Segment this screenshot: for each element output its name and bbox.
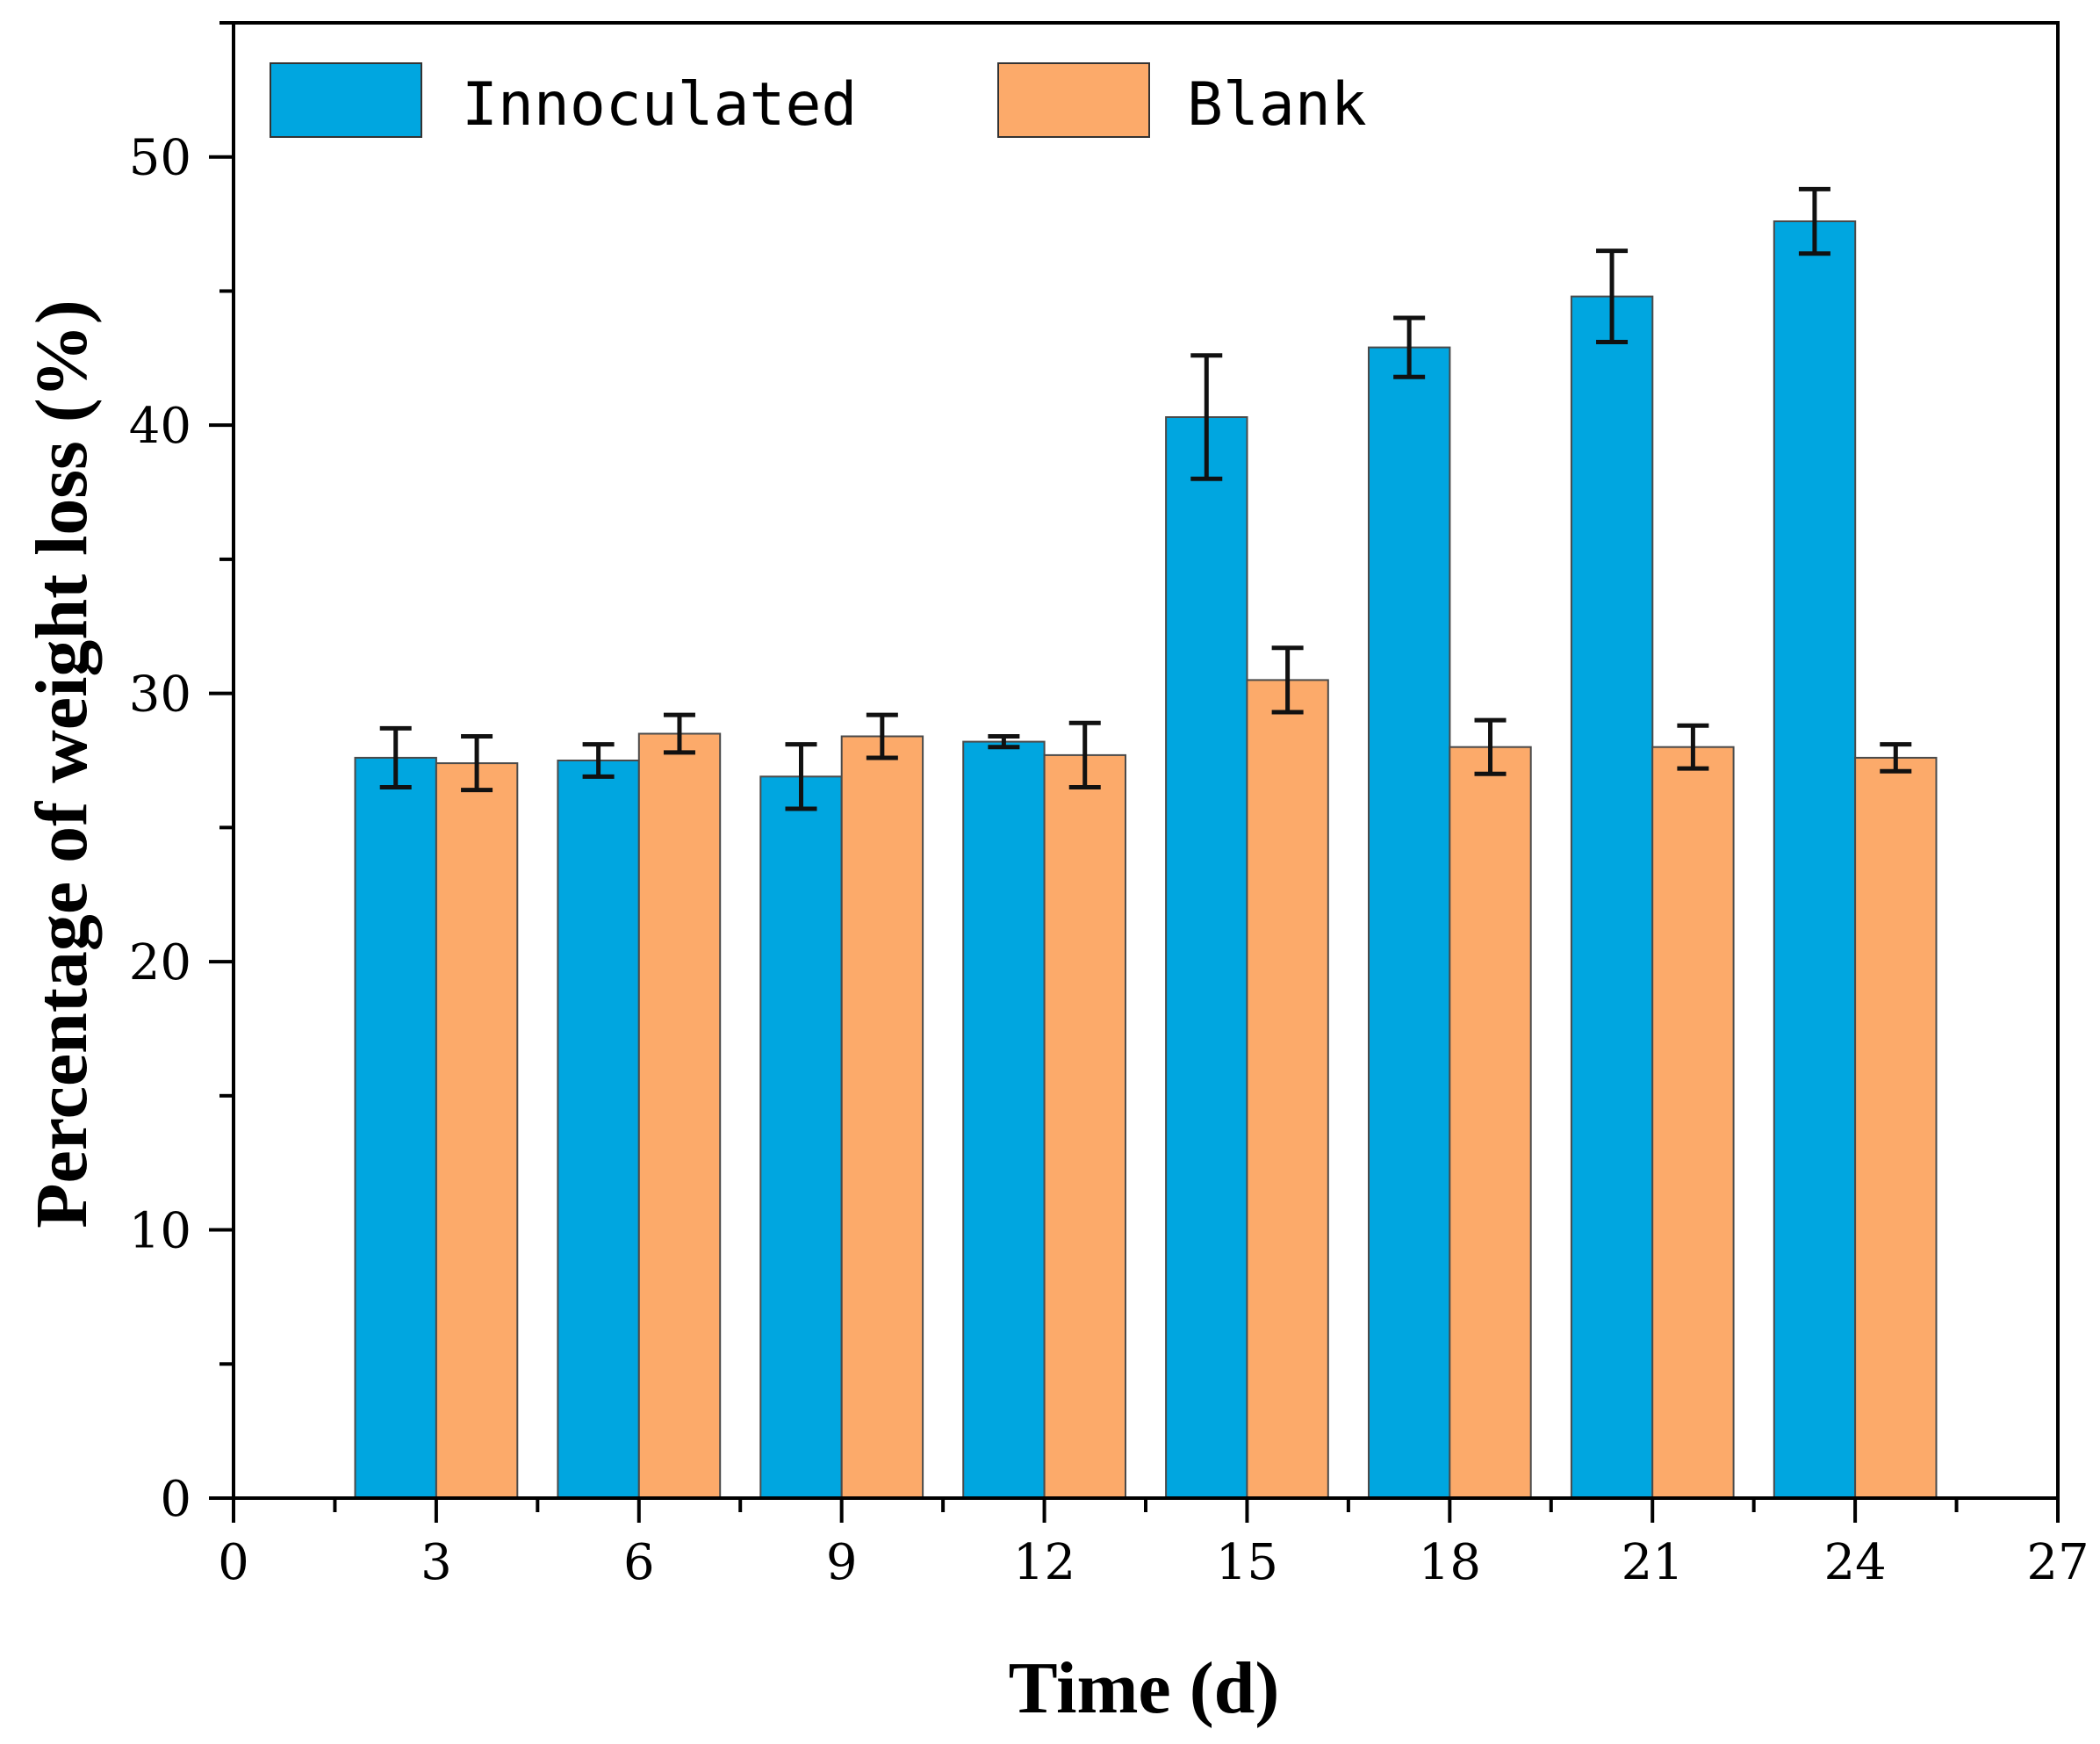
error-bar-innoculated-day-24 xyxy=(1798,186,1830,256)
bar-blank-day-12 xyxy=(1043,753,1126,1499)
bar-blank-day-6 xyxy=(637,732,722,1499)
y-tick-label: 0 xyxy=(160,1471,191,1528)
bar-innoculated-day-15 xyxy=(1165,416,1248,1499)
bar-innoculated-day-24 xyxy=(1773,220,1857,1499)
x-tick-label: 3 xyxy=(421,1534,452,1591)
x-tick-label: 27 xyxy=(2026,1534,2089,1591)
y-tick-label: 30 xyxy=(129,667,191,724)
bar-innoculated-day-9 xyxy=(759,775,843,1499)
bar-blank-day-3 xyxy=(435,762,519,1499)
bar-blank-day-15 xyxy=(1246,679,1329,1499)
tick-labels-layer: 0 3 6 9 12 15 18 21 24 27 0 10 20 30 40 50 xyxy=(129,130,2089,1591)
bar-blank-day-18 xyxy=(1449,746,1532,1499)
error-bar-blank-day-6 xyxy=(663,712,695,755)
bar-innoculated-day-12 xyxy=(962,740,1046,1499)
y-tick-label: 10 xyxy=(129,1203,191,1260)
x-tick-label: 12 xyxy=(1013,1534,1075,1591)
legend-label-blank: Blank xyxy=(1187,70,1367,140)
error-bar-blank-day-18 xyxy=(1474,717,1507,776)
error-bar-innoculated-day-21 xyxy=(1596,249,1629,344)
error-bar-blank-day-9 xyxy=(866,712,898,760)
y-axis-title: Percentage of weight loss (%) xyxy=(21,299,103,1229)
y-tick-label: 50 xyxy=(129,130,191,187)
error-bar-innoculated-day-9 xyxy=(785,742,817,811)
legend-swatch-blank xyxy=(997,62,1150,138)
error-bar-innoculated-day-6 xyxy=(582,742,615,779)
error-bar-blank-day-24 xyxy=(1880,742,1912,774)
y-tick-label: 20 xyxy=(129,934,191,991)
x-tick-label: 9 xyxy=(826,1534,858,1591)
x-tick-label: 21 xyxy=(1622,1534,1684,1591)
error-bar-blank-day-3 xyxy=(461,734,493,793)
axes-layer xyxy=(209,21,2060,1523)
x-tick-label: 15 xyxy=(1216,1534,1278,1591)
legend-label-innoculated: Innoculated xyxy=(462,70,857,140)
x-tick-label: 24 xyxy=(1823,1534,1886,1591)
error-bar-blank-day-15 xyxy=(1271,645,1304,715)
bar-blank-day-21 xyxy=(1651,746,1735,1499)
error-bars-layer xyxy=(379,186,1912,811)
bar-innoculated-day-21 xyxy=(1570,295,1654,1500)
x-tick-label: 0 xyxy=(218,1534,249,1591)
x-tick-label: 18 xyxy=(1419,1534,1481,1591)
legend-swatch-innoculated xyxy=(270,62,422,138)
bar-blank-day-24 xyxy=(1854,756,1938,1499)
bar-innoculated-day-3 xyxy=(354,756,437,1499)
bars-layer xyxy=(354,220,1938,1500)
y-tick-label: 40 xyxy=(129,398,191,455)
bar-innoculated-day-6 xyxy=(557,760,640,1499)
error-bar-blank-day-21 xyxy=(1677,723,1709,771)
x-axis-title: Time (d) xyxy=(1009,1647,1280,1729)
bar-blank-day-9 xyxy=(840,735,924,1499)
bar-innoculated-day-18 xyxy=(1368,346,1451,1500)
error-bar-innoculated-day-18 xyxy=(1393,315,1426,379)
error-bar-innoculated-day-15 xyxy=(1190,353,1223,481)
error-bar-innoculated-day-12 xyxy=(988,734,1020,750)
error-bar-innoculated-day-3 xyxy=(379,725,412,790)
legend: Innoculated Blank xyxy=(270,62,1367,140)
x-tick-label: 6 xyxy=(623,1534,655,1591)
error-bar-blank-day-12 xyxy=(1068,720,1101,790)
